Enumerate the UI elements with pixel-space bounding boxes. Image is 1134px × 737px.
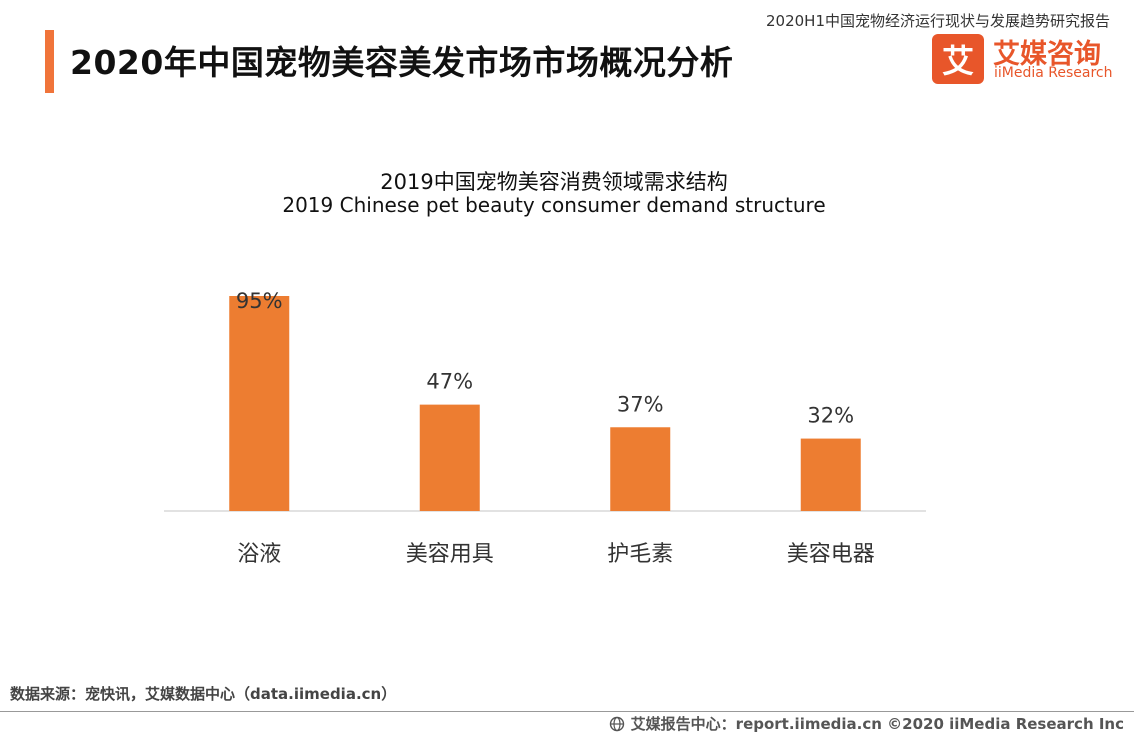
bar-2 — [419, 404, 480, 511]
category-label-1: 浴液 — [237, 542, 281, 567]
copyright-text: 艾媒报告中心：report.iimedia.cn ©2020 iiMedia R… — [630, 715, 1124, 733]
page-title: 2020年中国宠物美容美发市场市场概况分析 — [70, 43, 734, 82]
footer-divider — [0, 711, 1134, 712]
title-accent-bar — [45, 30, 54, 93]
logo-name-cn: 艾媒咨询 — [993, 39, 1101, 70]
chart-title: 2019中国宠物美容消费领域需求结构 — [380, 170, 728, 194]
data-label-3: 37% — [617, 392, 664, 416]
logo-mark: 艾 — [932, 34, 984, 84]
bar-1 — [229, 296, 290, 511]
category-label-2: 美容用具 — [406, 542, 494, 567]
brand-logo: 艾 艾媒咨询 iiMedia Research — [932, 32, 1122, 88]
data-label-1: 95% — [236, 289, 283, 313]
globe-icon — [609, 716, 624, 731]
report-title: 2020H1中国宠物经济运行现状与发展趋势研究报告 — [766, 12, 1110, 30]
bar-chart: 95% 浴液 47% 美容用具 37% 护毛素 32% 美容电器 — [164, 289, 926, 567]
category-label-4: 美容电器 — [787, 542, 875, 567]
bar-4 — [800, 438, 861, 511]
footer: 艾媒报告中心：report.iimedia.cn ©2020 iiMedia R… — [609, 713, 1124, 734]
data-label-2: 47% — [426, 370, 473, 394]
data-label-4: 32% — [807, 404, 854, 428]
data-source: 数据来源：宠快讯，艾媒数据中心（data.iimedia.cn） — [10, 685, 397, 703]
chart-subtitle: 2019 Chinese pet beauty consumer demand … — [282, 193, 826, 217]
category-label-3: 护毛素 — [607, 542, 673, 567]
bar-3 — [610, 427, 671, 511]
logo-name-en: iiMedia Research — [994, 65, 1113, 81]
